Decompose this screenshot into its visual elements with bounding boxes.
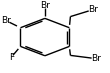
Text: F: F (9, 53, 14, 62)
Text: Br: Br (88, 5, 98, 14)
Text: Br: Br (40, 1, 50, 10)
Text: Br: Br (91, 54, 101, 63)
Text: Br: Br (1, 16, 11, 25)
